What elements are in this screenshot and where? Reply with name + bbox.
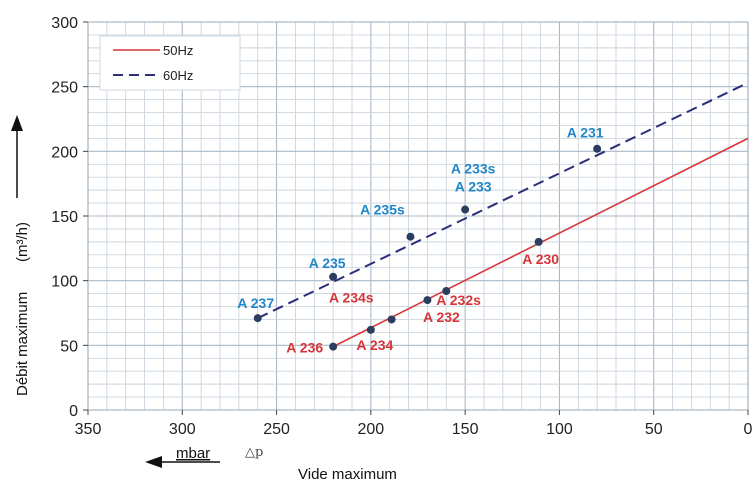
y-tick-label: 250 (51, 80, 78, 97)
point-label: A 235 (309, 255, 346, 271)
x-axis-label: Vide maximum (298, 466, 397, 483)
legend: 50Hz 60Hz (99, 35, 241, 91)
point-label: A 232 (423, 309, 460, 325)
y-axis-arrow (11, 115, 23, 198)
y-axis-unit: (m³/h) (14, 222, 31, 262)
y-tick-label: 0 (69, 403, 78, 420)
legend-box (99, 35, 241, 91)
y-tick-label: 100 (51, 274, 78, 291)
legend-label-60hz: 60Hz (163, 68, 193, 83)
point-label: A 235s (360, 202, 405, 218)
data-point (366, 325, 375, 334)
data-point (423, 296, 432, 305)
data-point (253, 314, 262, 323)
point-label: A 234s (329, 289, 374, 305)
legend-label-50hz: 50Hz (163, 43, 193, 58)
y-axis-label: Débit maximum (14, 292, 31, 396)
x-axis-unit: mbar (176, 445, 210, 462)
x-tick-label: 350 (75, 421, 102, 438)
y-tick-label: 200 (51, 144, 78, 161)
y-tick-label: 150 (51, 209, 78, 226)
point-label: A 230 (522, 251, 559, 267)
y-axis-title: Débit maximum (m³/h) (14, 222, 31, 396)
point-label: A 233 (455, 179, 492, 195)
series-line-60hz (257, 81, 749, 320)
data-point (406, 232, 415, 241)
data-point (387, 315, 396, 324)
data-point (329, 342, 338, 351)
axis-ticks: 350 300 250 200 150 100 50 0 0 50 100 150 200 250 300 (51, 15, 752, 438)
point-label: A 232s (436, 292, 481, 308)
y-tick-label: 50 (60, 338, 78, 355)
x-tick-label: 250 (263, 421, 290, 438)
point-label: A 237 (237, 295, 274, 311)
data-point (329, 272, 338, 281)
x-tick-label: 50 (645, 421, 663, 438)
point-label: A 233s (451, 161, 496, 177)
x-tick-label: 100 (546, 421, 573, 438)
data-point (534, 237, 543, 246)
x-tick-label: 200 (358, 421, 385, 438)
data-points (253, 144, 602, 351)
point-label: A 231 (567, 125, 604, 141)
x-axis-arrow (145, 456, 220, 468)
x-tick-label: 150 (452, 421, 479, 438)
data-point (461, 205, 470, 214)
data-point (593, 144, 602, 153)
y-tick-label: 300 (51, 15, 78, 32)
point-label: A 234 (356, 337, 393, 353)
point-label: A 236 (286, 340, 323, 356)
x-tick-label: 0 (744, 421, 753, 438)
x-axis-symbol: △p (245, 445, 263, 460)
data-point (442, 287, 451, 296)
x-tick-label: 300 (169, 421, 196, 438)
